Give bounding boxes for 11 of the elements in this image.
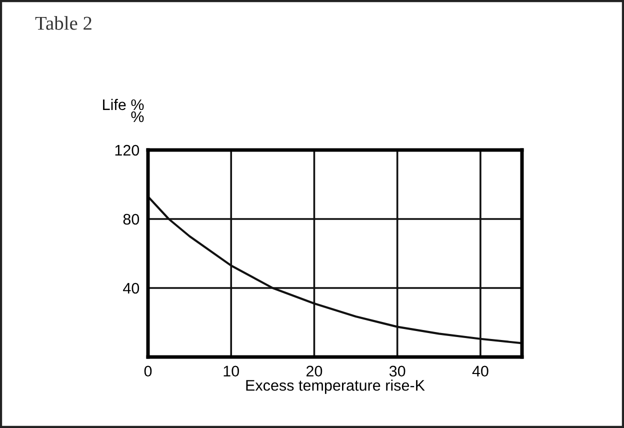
x-tick-label: 30 [389, 366, 406, 377]
x-tick-label: 20 [306, 366, 322, 377]
x-tick-label: 0 [144, 366, 152, 377]
x-axis-title: Excess temperature rise-K [246, 380, 425, 394]
y-tick-label: 40 [123, 282, 140, 294]
y-axis-title: Life % % [103, 98, 144, 122]
y-tick-label: 80 [123, 214, 140, 225]
y-tick-label: 120 [115, 144, 140, 156]
chart-title: Table 2 [35, 16, 92, 30]
x-tick-label: 10 [224, 366, 240, 377]
x-tick-label: 40 [472, 366, 488, 377]
